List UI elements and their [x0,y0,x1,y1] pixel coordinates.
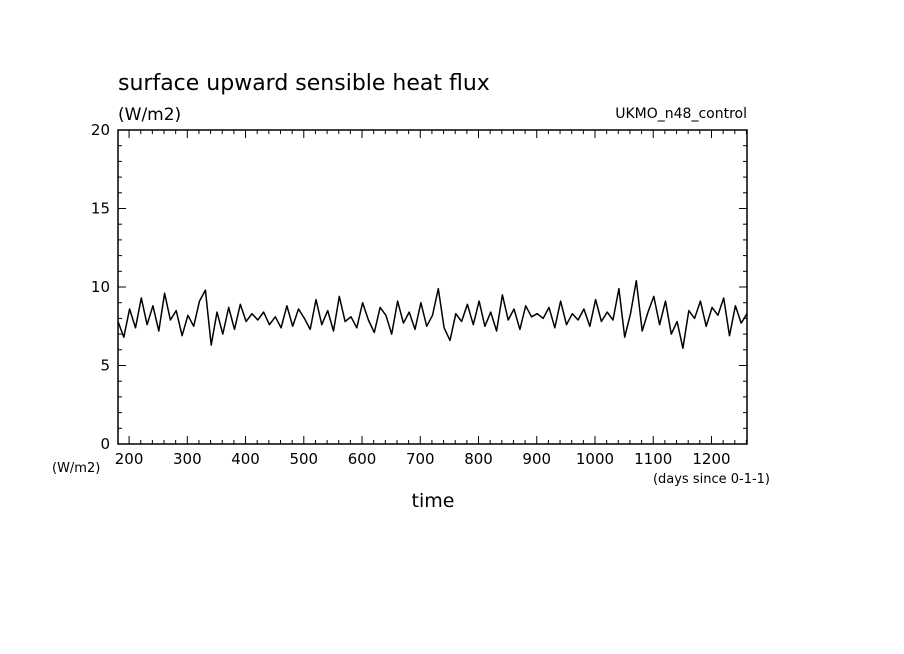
x-units-label: (days since 0-1-1) [653,472,770,487]
y-tick-label: 5 [100,357,110,375]
x-axis-title: time [412,490,455,512]
y-tick-label: 20 [91,121,110,139]
x-tick-label: 600 [348,450,377,468]
y-tick-label: 15 [91,200,110,218]
y-axis: 0 5 10 15 20 [91,121,747,453]
x-tick-label: 1200 [692,450,730,468]
x-axis: 200 300 400 500 600 700 800 900 1000 1100 1200 [115,130,747,468]
x-tick-label: 900 [522,450,551,468]
x-tick-label: 300 [173,450,202,468]
x-tick-label: 500 [289,450,318,468]
x-tick-label: 800 [464,450,493,468]
series-group [117,279,748,349]
x-tick-label: 1100 [634,450,672,468]
model-tag: UKMO_n48_control [615,106,747,122]
series-line [117,279,748,349]
x-tick-label: 1000 [576,450,614,468]
x-tick-label: 200 [115,450,144,468]
y-tick-label: 0 [100,435,110,453]
x-tick-label: 400 [231,450,260,468]
chart-subtitle: (W/m2) [118,105,181,125]
chart-title: surface upward sensible heat flux [118,71,490,96]
x-tick-label: 700 [406,450,435,468]
y-tick-label: 10 [91,278,110,296]
y-units-label: (W/m2) [52,461,100,476]
